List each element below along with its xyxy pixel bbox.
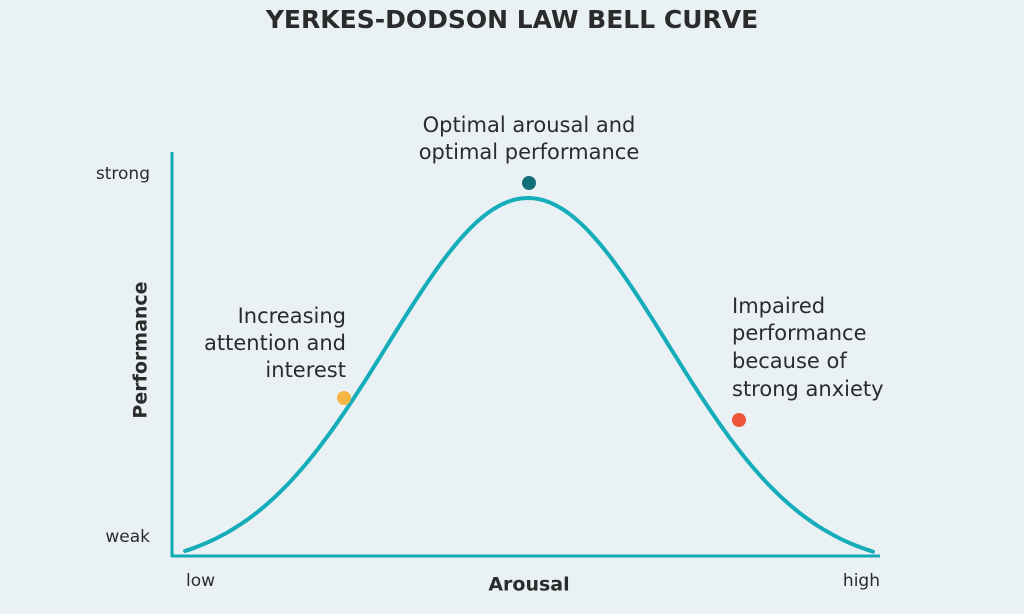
title: YERKES-DODSON LAW BELL CURVE bbox=[265, 5, 758, 34]
y-axis-title: Performance bbox=[130, 281, 152, 418]
x-axis-title: Arousal bbox=[488, 574, 569, 596]
annotation-line: attention and bbox=[204, 331, 346, 355]
optimal-dot bbox=[522, 176, 536, 190]
annotation-line: Increasing bbox=[238, 304, 346, 328]
bell-curve bbox=[183, 195, 875, 554]
y-high-label: strong bbox=[96, 164, 150, 184]
annotation-line: interest bbox=[265, 358, 346, 382]
annotation-line: Impaired bbox=[732, 294, 825, 318]
annotation-line: Optimal arousal and bbox=[423, 113, 636, 137]
impaired-dot bbox=[732, 413, 746, 427]
annotation-line: strong anxiety bbox=[732, 377, 884, 401]
increasing-dot bbox=[337, 391, 351, 405]
annotation-line: performance bbox=[732, 321, 867, 345]
annotation-line: because of bbox=[732, 349, 847, 373]
x-low-label: low bbox=[186, 571, 215, 591]
annotation-line: optimal performance bbox=[419, 140, 640, 164]
x-high-label: high bbox=[843, 571, 880, 591]
y-low-label: weak bbox=[105, 527, 150, 547]
